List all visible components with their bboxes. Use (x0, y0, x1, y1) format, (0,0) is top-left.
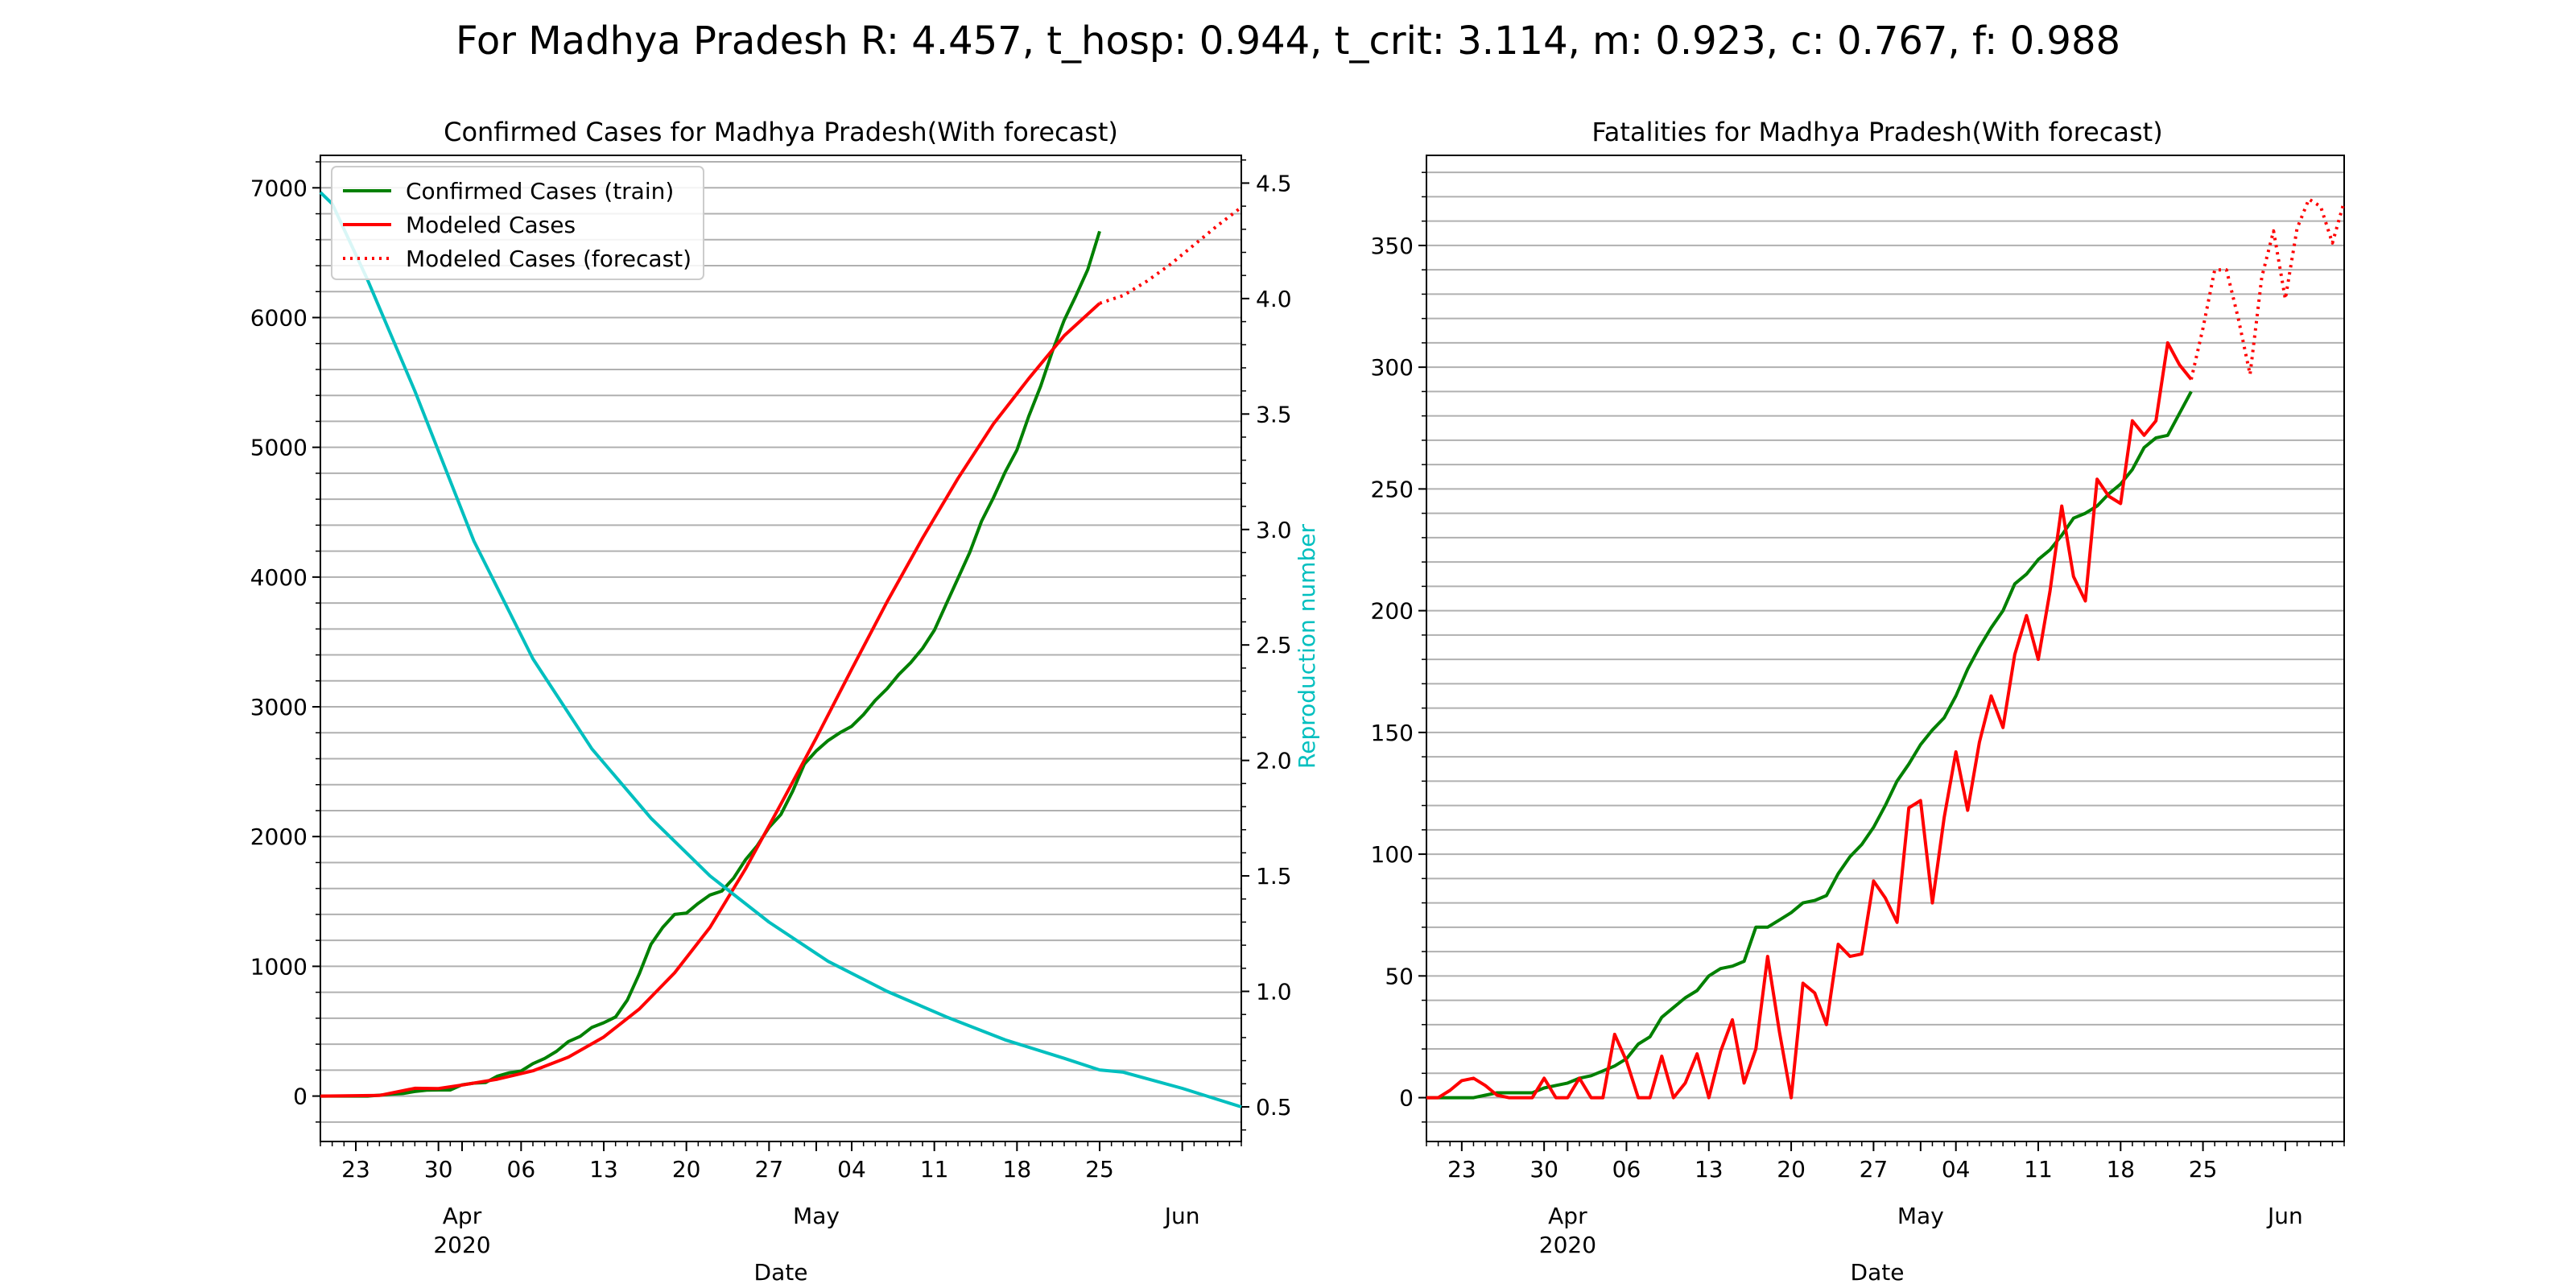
gridlines (320, 161, 1241, 1123)
y-tick-label: 300 (1371, 354, 1414, 381)
y-tick-label: 150 (1371, 720, 1414, 746)
legend: Confirmed Cases (train) Modeled Cases Mode… (331, 166, 704, 280)
figure-suptitle: For Madhya Pradesh R: 4.457, t_hosp: 0.9… (456, 19, 2120, 64)
x-tick-label: 25 (1085, 1156, 1114, 1183)
y-tick-label: 7000 (250, 175, 308, 201)
chart-title: Fatalities for Madhya Pradesh(With forec… (1591, 117, 2162, 147)
y2-tick-label: 4.5 (1256, 170, 1292, 196)
y-tick-label: 50 (1385, 963, 1414, 989)
series-group (319, 191, 1243, 1108)
x-month-label: May (1897, 1203, 1944, 1229)
y2-tick-label: 3.0 (1256, 517, 1292, 543)
x-year-label: 2020 (433, 1232, 490, 1258)
x-axis-label: Date (754, 1259, 808, 1286)
x-tick-label: 27 (755, 1156, 784, 1183)
y2-tick-label: 2.0 (1256, 748, 1292, 774)
legend-label: Confirmed Cases (train) (406, 178, 674, 204)
y2-tick-label: 1.5 (1256, 863, 1292, 890)
x-month-label: Jun (2266, 1203, 2303, 1229)
series-line-modeled-cases (1426, 341, 2193, 1100)
x-tick-label: 27 (1860, 1156, 1889, 1183)
gridlines (1426, 171, 2344, 1123)
x-tick-label: 20 (672, 1156, 701, 1183)
x-tick-label: 06 (1612, 1156, 1641, 1183)
confirmed-cases-chart: Confirmed Cases for Madhya Pradesh(With … (250, 117, 1320, 1286)
series-line-confirmed-cases-train (1426, 390, 2193, 1100)
plot-frame (1426, 155, 2345, 1142)
legend-label: Modeled Cases (406, 212, 576, 238)
series-line-modeled-cases-forecast (1099, 205, 1243, 305)
x-tick-label: 04 (837, 1156, 866, 1183)
x-tick-label: 13 (1695, 1156, 1724, 1183)
x-tick-label: 11 (2024, 1156, 2053, 1183)
x-tick-label: 30 (424, 1156, 453, 1183)
legend-box (331, 166, 704, 280)
series-group (1426, 197, 2346, 1100)
x-tick-label: 06 (507, 1156, 536, 1183)
y-tick-label: 6000 (250, 304, 308, 331)
x-year-label: 2020 (1539, 1232, 1596, 1258)
series-line-modeled-cases (320, 302, 1101, 1098)
x-tick-label: 04 (1942, 1156, 1971, 1183)
series-line-confirmed-cases-train (320, 230, 1101, 1098)
x-month-label: Jun (1163, 1203, 1200, 1229)
y2-axis-label: Reproduction number (1294, 524, 1320, 769)
y-tick-label: 5000 (250, 435, 308, 461)
y-tick-label: 200 (1371, 598, 1414, 625)
x-tick-label: 11 (920, 1156, 949, 1183)
y-tick-label: 3000 (250, 694, 308, 720)
x-tick-label: 13 (589, 1156, 618, 1183)
axes: 0 50 100 150 200 250 300 350 23 30 06 13 20 27 04 11 18 2… (1371, 155, 2345, 1258)
legend-label: Modeled Cases (forecast) (406, 246, 691, 272)
x-tick-label: 23 (1447, 1156, 1476, 1183)
y-tick-label: 0 (1399, 1085, 1414, 1112)
y2-tick-label: 0.5 (1256, 1094, 1292, 1121)
x-month-label: Apr (443, 1203, 482, 1229)
x-tick-label: 25 (2189, 1156, 2218, 1183)
fatalities-chart: Fatalities for Madhya Pradesh(With forec… (1371, 117, 2346, 1286)
y-tick-label: 1000 (250, 953, 308, 980)
y-tick-label: 100 (1371, 841, 1414, 868)
series-line-reproduction-number (319, 191, 1242, 1108)
y-tick-label: 250 (1371, 476, 1414, 502)
x-tick-label: 20 (1777, 1156, 1806, 1183)
y2-tick-label: 4.0 (1256, 286, 1292, 312)
y-tick-label: 350 (1371, 233, 1414, 259)
y-tick-label: 4000 (250, 564, 308, 591)
x-month-label: Apr (1548, 1203, 1587, 1229)
x-month-label: May (793, 1203, 840, 1229)
x-tick-label: 18 (1003, 1156, 1032, 1183)
y2-tick-label: 1.0 (1256, 979, 1292, 1005)
x-tick-label: 23 (341, 1156, 370, 1183)
y2-tick-label: 3.5 (1256, 401, 1292, 427)
y2-tick-label: 2.5 (1256, 632, 1292, 658)
chart-title: Confirmed Cases for Madhya Pradesh(With … (444, 117, 1118, 147)
x-axis-label: Date (1851, 1259, 1905, 1286)
x-tick-label: 30 (1530, 1156, 1558, 1183)
y-tick-label: 0 (293, 1084, 308, 1110)
plot-frame (320, 155, 1242, 1142)
y-tick-label: 2000 (250, 824, 308, 850)
x-tick-label: 18 (2106, 1156, 2135, 1183)
